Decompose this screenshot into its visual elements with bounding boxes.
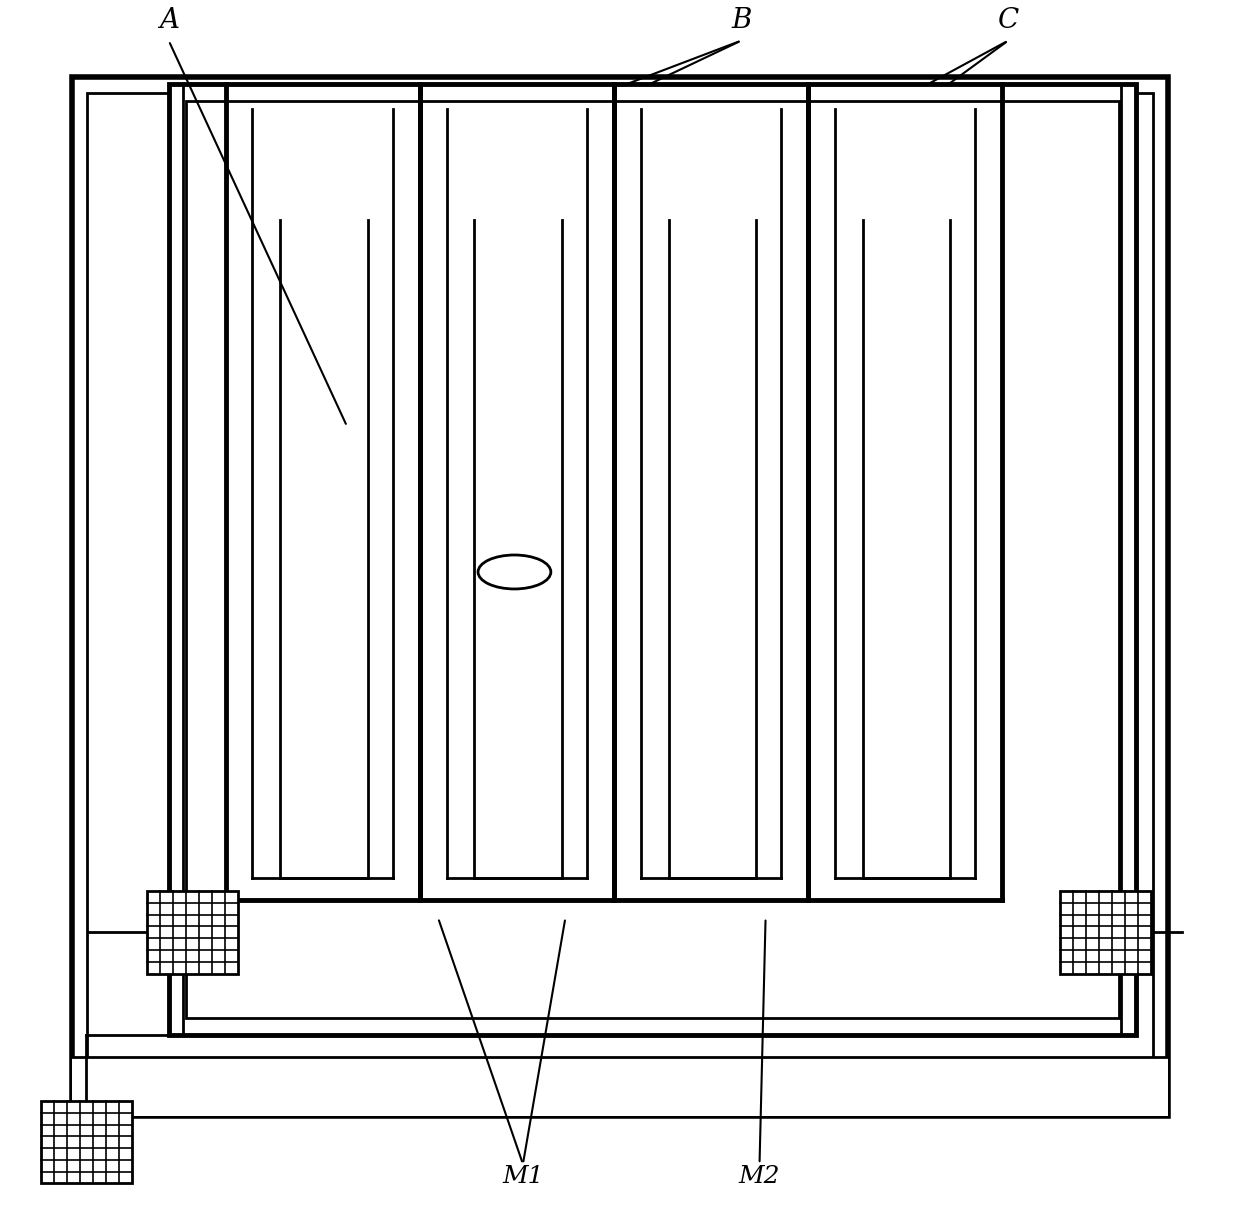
Text: A: A xyxy=(159,7,179,34)
Bar xyxy=(1060,891,1151,973)
Bar xyxy=(87,92,1153,1100)
Text: M2: M2 xyxy=(739,1165,780,1188)
Bar xyxy=(148,891,238,973)
Bar xyxy=(72,1057,1168,1115)
Text: C: C xyxy=(998,7,1019,34)
Bar xyxy=(41,1101,131,1183)
Text: M1: M1 xyxy=(502,1165,543,1188)
Bar xyxy=(72,77,1168,1115)
Text: B: B xyxy=(732,7,751,34)
Bar xyxy=(169,84,1136,1035)
Bar xyxy=(186,101,1118,1018)
